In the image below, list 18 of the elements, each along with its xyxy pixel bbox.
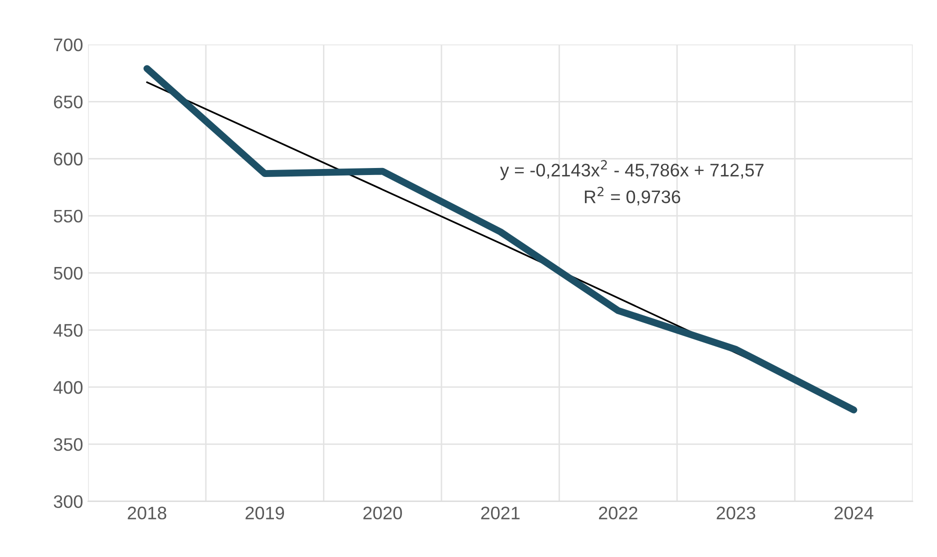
y-tick-label: 300 bbox=[54, 495, 83, 508]
y-tick-label: 600 bbox=[54, 152, 83, 166]
annotation: R$^{2}$ = 0,9736 bbox=[584, 186, 680, 206]
x-tick-label: 2022 bbox=[598, 506, 638, 520]
y-tick-label: 450 bbox=[54, 324, 83, 337]
y-tick-label: 550 bbox=[54, 210, 83, 223]
y-tick-label: 400 bbox=[54, 381, 83, 394]
y-tick-label: 500 bbox=[54, 266, 83, 280]
x-tick-label: 2021 bbox=[481, 506, 520, 520]
x-tick-label: 2023 bbox=[716, 506, 756, 520]
y-tick-label: 350 bbox=[54, 438, 83, 451]
annotation: y = -0,2143x$^{2}$ - 45,786x + 712,57 bbox=[500, 160, 764, 180]
y-tick-label: 650 bbox=[54, 96, 83, 108]
x-tick-label: 2018 bbox=[128, 506, 166, 520]
x-tick-label: 2020 bbox=[363, 506, 402, 520]
y-tick-label: 700 bbox=[54, 38, 83, 52]
x-tick-label: 2024 bbox=[834, 506, 874, 520]
x-tick-label: 2019 bbox=[246, 506, 284, 520]
